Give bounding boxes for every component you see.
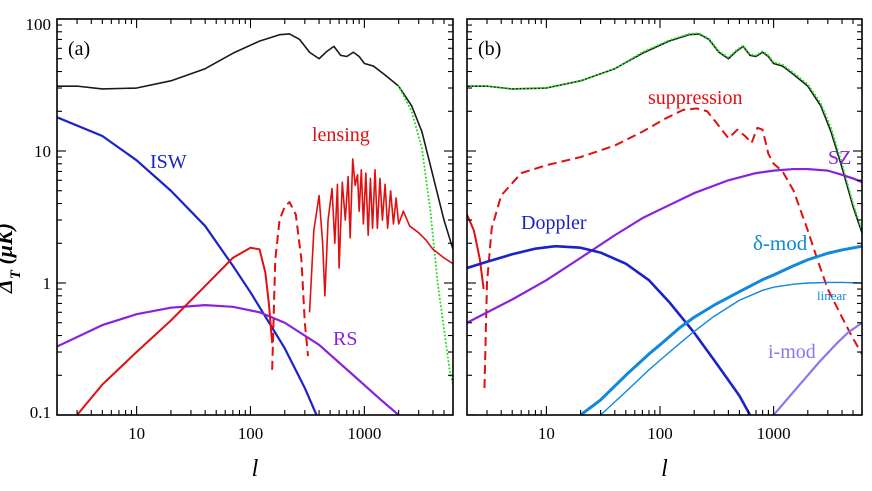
panel-a-series-isw bbox=[57, 116, 318, 415]
panel-b-x-axis-label: l bbox=[661, 456, 668, 482]
panel-a-x-tick-label: 100 bbox=[238, 424, 264, 443]
panel-b-series-primary-dotted bbox=[467, 32, 862, 232]
panel-a-series-primary-total bbox=[57, 33, 453, 250]
panel-b-series-label-sz: SZ bbox=[828, 147, 851, 169]
panel-a-x-axis-label: l bbox=[252, 456, 259, 482]
panel-b-series-label-suppression: suppression bbox=[648, 87, 742, 109]
panel-b-series-label-linear: linear bbox=[817, 288, 847, 303]
panel-a-series-label-isw: ISW bbox=[150, 151, 187, 173]
panel-b-series-sz bbox=[467, 167, 862, 324]
panel-b-series-linear bbox=[600, 281, 862, 415]
panel-b-series-doppler bbox=[467, 244, 752, 415]
panel-b: 10 100 1000 l (b) suppression SZ Doppler δ-mod li… bbox=[466, 18, 863, 482]
panel-b-series-suppression-solid bbox=[467, 214, 485, 290]
panel-a-frame bbox=[56, 18, 454, 416]
panel-b-series-label-doppler: Doppler bbox=[521, 212, 587, 234]
panel-a-series-lensing-oscillating bbox=[308, 158, 453, 313]
panel-a-y-tick-label: 10 bbox=[34, 142, 51, 161]
y-axis-label: ΔT (μK) bbox=[0, 223, 24, 294]
panel-b-frame bbox=[466, 18, 863, 416]
panel-a: 10 100 1000 l 0.1 1 10 100 (a) ISW RS lensing bbox=[26, 15, 454, 482]
panel-a-series-rs bbox=[57, 304, 400, 415]
panel-b-series-i-mod bbox=[772, 321, 862, 415]
panel-b-x-tick-label: 10 bbox=[538, 424, 555, 443]
panel-a-y-tick-label: 100 bbox=[26, 15, 52, 34]
panel-a-series-label-rs: RS bbox=[333, 328, 357, 350]
panel-a-y-tick-label: 0.1 bbox=[30, 403, 51, 422]
panel-b-series-suppression-dashed bbox=[483, 107, 862, 389]
panel-a-series-lensing-negative bbox=[271, 201, 310, 370]
panel-b-series-primary-total bbox=[467, 33, 862, 234]
panel-a-series-primary-dotted bbox=[397, 85, 453, 386]
panel-a-y-tick-label: 1 bbox=[43, 274, 52, 293]
panel-b-label: (b) bbox=[478, 38, 501, 60]
panel-a-x-tick-label: 10 bbox=[128, 424, 145, 443]
panel-a-x-tick-label: 1000 bbox=[347, 424, 381, 443]
panel-b-series--mod bbox=[579, 244, 862, 415]
panel-b-series-label--mod: δ-mod bbox=[753, 231, 808, 255]
panel-a-series-label-lensing: lensing bbox=[312, 124, 370, 146]
panel-b-x-tick-label: 100 bbox=[647, 424, 673, 443]
panel-b-series-label-i-mod: i-mod bbox=[768, 341, 816, 363]
panel-a-series-lensing-positive bbox=[76, 246, 274, 415]
panel-a-label: (a) bbox=[68, 38, 90, 60]
panel-b-x-tick-label: 1000 bbox=[757, 424, 791, 443]
